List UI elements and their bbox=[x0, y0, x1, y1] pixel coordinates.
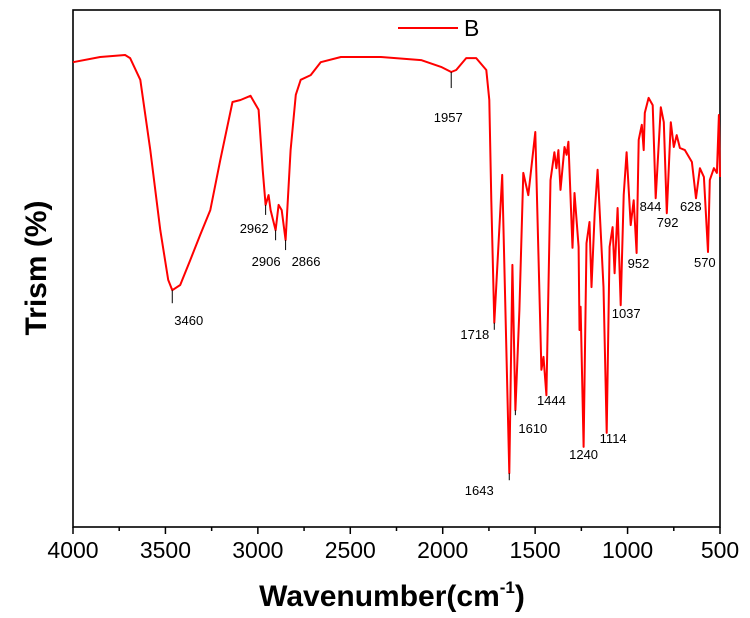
peak-label: 3460 bbox=[174, 313, 203, 328]
peak-label: 2906 bbox=[252, 254, 281, 269]
peak-label: 1718 bbox=[460, 327, 489, 342]
legend-label-b: B bbox=[464, 15, 479, 41]
series-line-b bbox=[72, 54, 721, 475]
series-group bbox=[72, 54, 721, 475]
peak-annotations: 3460 2962 2906 2866 1957 1718 1643 1610 1444 1240… bbox=[171, 72, 716, 498]
peak-label: 1114 bbox=[600, 431, 627, 446]
peak-label: 792 bbox=[657, 215, 679, 230]
peak-label: 2962 bbox=[240, 221, 269, 236]
x-tick-label: 4000 bbox=[47, 537, 98, 563]
peak-label: 628 bbox=[680, 199, 702, 214]
x-tick-label: 2000 bbox=[417, 537, 468, 563]
peak-label: 844 bbox=[640, 199, 662, 214]
peak-label: 1957 bbox=[434, 110, 463, 125]
peak-label: 2866 bbox=[292, 254, 321, 269]
peak-label: 570 bbox=[694, 255, 716, 270]
x-axis-ticks: 4000 3500 3000 2500 2000 1500 1000 500 bbox=[47, 527, 739, 563]
peak-label: 952 bbox=[628, 256, 650, 271]
x-tick-label: 3000 bbox=[232, 537, 283, 563]
plot-frame bbox=[72, 9, 721, 528]
x-tick-label: 3500 bbox=[140, 537, 191, 563]
x-tick-label: 1000 bbox=[602, 537, 653, 563]
legend: B bbox=[398, 15, 479, 41]
peak-label: 1444 bbox=[537, 393, 566, 408]
peak-label: 1037 bbox=[612, 306, 641, 321]
peak-label: 1240 bbox=[569, 447, 598, 462]
x-tick-label: 1500 bbox=[510, 537, 561, 563]
x-tick-label: 2500 bbox=[325, 537, 376, 563]
peak-label: 1610 bbox=[518, 421, 547, 436]
x-axis-title: Wavenumber(cm-1) bbox=[259, 578, 525, 613]
peak-label: 1643 bbox=[465, 483, 494, 498]
y-axis-title: Trism (%) bbox=[20, 200, 53, 335]
x-tick-label: 500 bbox=[701, 537, 739, 563]
